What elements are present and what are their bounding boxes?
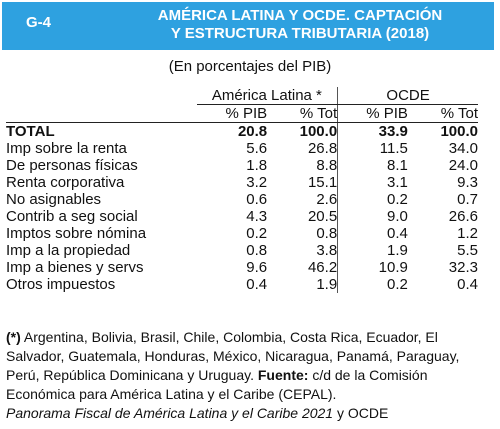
cell-value: 11.5 (337, 140, 408, 157)
source-label: Fuente: (257, 367, 309, 383)
cell-value: 20.8 (237, 123, 268, 140)
cell-value: 2.6 (316, 191, 338, 208)
cell-value: 1.8 (246, 157, 268, 174)
row-label: Renta corporativa (6, 174, 125, 191)
cell-value: 20.5 (307, 208, 338, 225)
row-label: Otros impuestos (6, 276, 116, 293)
publication-title: Panorama Fiscal de América Latina y el C… (6, 405, 334, 421)
row-label: Imptos sobre nómina (6, 225, 147, 242)
cell-value: 1.9 (337, 242, 408, 259)
cell-value: 8.1 (337, 157, 408, 174)
sub-header-row: % PIB % Tot % PIB % Tot (6, 104, 478, 123)
group-header-row: América Latina * OCDE (6, 87, 478, 105)
cell-value: 0.4 (246, 276, 268, 293)
title-line-2: Y ESTRUCTURA TRIBUTARIA (2018) (170, 25, 430, 42)
figure-subtitle: (En porcentajes del PIB) (168, 58, 332, 75)
row-label: TOTAL (6, 123, 55, 140)
subheader-latam-tot: % Tot (267, 104, 338, 123)
cell-value: 0.4 (457, 276, 478, 293)
cell-value: 34.0 (448, 140, 478, 157)
cell-value: 0.7 (457, 191, 478, 208)
cell-value: 0.8 (316, 225, 338, 242)
cell-value: 0.2 (337, 191, 408, 208)
group-header-latam: América Latina * (196, 87, 338, 105)
blank-subheader-cell (6, 104, 197, 123)
cell-value: 0.4 (337, 225, 408, 242)
row-label: De personas físicas (6, 157, 138, 174)
row-label: Imp sobre la renta (6, 140, 127, 157)
cell-value: 0.6 (246, 191, 268, 208)
cell-value: 100.0 (440, 123, 478, 140)
table-row: Contrib a seg social 4.3 20.5 9.0 26.6 (6, 208, 478, 225)
table-row: Imp a la propiedad 0.8 3.8 1.9 5.5 (6, 242, 478, 259)
cell-value: 1.2 (457, 225, 478, 242)
cell-value: 5.5 (457, 242, 478, 259)
cell-value: 33.9 (337, 122, 408, 140)
table-row: Imp a bienes y servs 9.6 46.2 10.9 32.3 (6, 259, 478, 276)
subheader-ocde-pib: % PIB (337, 104, 408, 123)
table-row: Renta corporativa 3.2 15.1 3.1 9.3 (6, 174, 478, 191)
row-label: No asignables (6, 191, 102, 208)
cell-value: 32.3 (448, 259, 478, 276)
cell-value: 26.8 (307, 140, 338, 157)
table-row: Imptos sobre nómina 0.2 0.8 0.4 1.2 (6, 225, 478, 242)
publication-suffix: y OCDE (333, 405, 389, 421)
row-label: Imp a la propiedad (6, 242, 131, 259)
row-label: Imp a bienes y servs (6, 259, 144, 276)
chart-header: G-4 AMÉRICA LATINA Y OCDE. CAPTACIÓN Y E… (2, 2, 494, 50)
cell-value: 0.2 (246, 225, 268, 242)
tax-structure-table: América Latina * OCDE % PIB % Tot % PIB … (6, 87, 478, 293)
cell-value: 8.8 (316, 157, 338, 174)
cell-value: 15.1 (307, 174, 338, 191)
source-text: c/d de la Comisión Económica para Améric… (6, 367, 428, 402)
table-row: No asignables 0.6 2.6 0.2 0.7 (6, 191, 478, 208)
table-row: Otros impuestos 0.4 1.9 0.2 0.4 (6, 276, 478, 293)
title-line-1: AMÉRICA LATINA Y OCDE. CAPTACIÓN (157, 7, 443, 24)
cell-value: 10.9 (337, 259, 408, 276)
cell-value: 0.8 (246, 242, 268, 259)
cell-value: 9.6 (246, 259, 268, 276)
cell-value: 4.3 (246, 208, 268, 225)
cell-value: 46.2 (307, 259, 338, 276)
figure-code: G-4 (26, 14, 52, 31)
cell-value: 1.9 (316, 276, 338, 293)
footnote-countries: Argentina, Bolivia, Brasil, Chile, Colom… (6, 329, 460, 383)
footnote: (*) Argentina, Bolivia, Brasil, Chile, C… (6, 328, 494, 423)
cell-value: 0.2 (337, 276, 408, 293)
row-label: Contrib a seg social (6, 208, 138, 225)
cell-value: 26.6 (448, 208, 478, 225)
subheader-latam-pib: % PIB (196, 104, 268, 123)
cell-value: 9.0 (337, 208, 408, 225)
cell-value: 3.8 (316, 242, 338, 259)
cell-value: 100.0 (299, 123, 338, 140)
subheader-ocde-tot: % Tot (407, 104, 478, 123)
footnote-marker: (*) (6, 329, 21, 345)
table-row: Imp sobre la renta 5.6 26.8 11.5 34.0 (6, 140, 478, 157)
cell-value: 3.1 (337, 174, 408, 191)
cell-value: 3.2 (246, 174, 268, 191)
cell-value: 9.3 (457, 174, 478, 191)
table-row: De personas físicas 1.8 8.8 8.1 24.0 (6, 157, 478, 174)
table-row-total: TOTAL 20.8 100.0 33.9 100.0 (6, 122, 478, 140)
cell-value: 5.6 (246, 140, 268, 157)
blank-header-cell (6, 87, 197, 105)
cell-value: 24.0 (448, 157, 478, 174)
group-header-ocde: OCDE (337, 87, 478, 105)
figure-title: AMÉRICA LATINA Y OCDE. CAPTACIÓN Y ESTRU… (110, 7, 490, 43)
